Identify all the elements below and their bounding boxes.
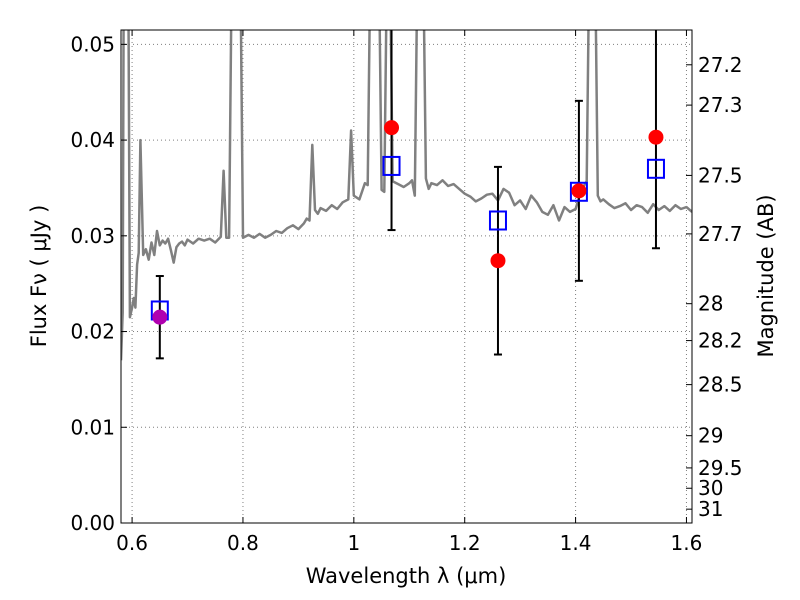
grid <box>121 30 692 524</box>
observed-point <box>648 129 664 145</box>
y-tick-label: 0.04 <box>70 128 115 152</box>
ticks: 0.6 0.8 1 1.2 1.4 1.6 0.00 0.01 0.02 0.03 0.04 0.05… <box>70 30 743 555</box>
observed-point <box>152 309 168 325</box>
mag-tick-label: 27.2 <box>698 53 743 77</box>
y-tick-label: 0.01 <box>70 415 115 439</box>
x-tick-label: 1.4 <box>560 531 592 555</box>
mag-tick-label: 31 <box>698 497 723 521</box>
mag-tick-label: 27.3 <box>698 93 743 117</box>
mag-tick-label: 28.2 <box>698 329 743 353</box>
x-tick-label: 1.2 <box>449 531 481 555</box>
x-tick-label: 1.6 <box>671 531 703 555</box>
plot-frame <box>120 29 693 524</box>
model-square <box>488 210 507 231</box>
observed-point <box>571 183 587 199</box>
y-tick-label: 0.00 <box>70 511 115 535</box>
mag-tick-label: 29.5 <box>698 456 743 480</box>
x-tick-label: 1 <box>347 531 360 555</box>
model-square <box>382 155 401 176</box>
mag-tick-label: 29 <box>698 424 723 448</box>
mag-tick-label: 30 <box>698 476 723 500</box>
x-tick-label: 0.6 <box>116 531 148 555</box>
mag-tick-label: 28.5 <box>698 373 743 397</box>
observed-point <box>384 120 400 136</box>
mag-tick-label: 27.7 <box>698 222 743 246</box>
model-square <box>569 181 588 202</box>
mag-tick-label: 27.5 <box>698 163 743 187</box>
y-tick-label: 0.05 <box>70 32 115 56</box>
data-points <box>150 120 665 325</box>
y-tick-label: 0.02 <box>70 320 115 344</box>
right-axis-label: Magnitude (AB) <box>754 194 778 357</box>
y-axis-label: Flux Fν ( μJy ) <box>27 205 51 348</box>
model-square <box>646 158 665 179</box>
x-tick-label: 0.8 <box>227 531 259 555</box>
mag-tick-label: 28 <box>698 292 723 316</box>
spectrum-layer <box>121 30 692 361</box>
y-tick-label: 0.03 <box>70 224 115 248</box>
spectrum-line <box>121 30 692 361</box>
observed-point <box>490 253 506 269</box>
x-axis-label: Wavelength λ (μm) <box>306 564 507 588</box>
